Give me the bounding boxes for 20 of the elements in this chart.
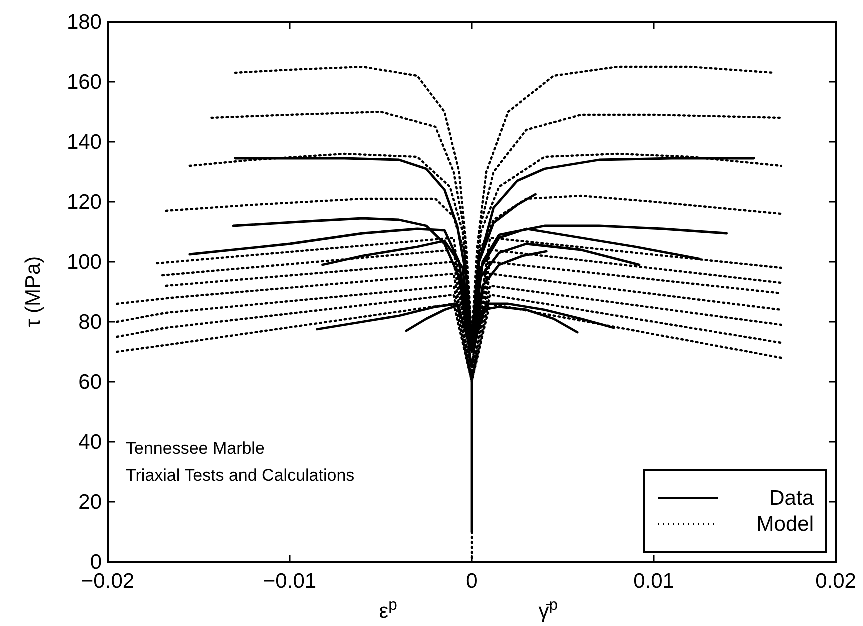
y-tick-label: 80 xyxy=(78,311,102,334)
y-tick-label: 160 xyxy=(66,71,102,94)
x-tick-label: 0.01 xyxy=(634,570,674,593)
x-axis-title: ε$^{p}$ xyxy=(379,596,398,623)
text: γ̄$^{p}$ xyxy=(538,596,558,623)
x-tick-label: 0.02 xyxy=(816,570,856,593)
y-tick-label: 60 xyxy=(78,371,102,394)
y-tick-label: 180 xyxy=(66,11,102,34)
legend-label: Model xyxy=(756,513,814,536)
text: Data xyxy=(770,487,814,510)
y-tick-label: 20 xyxy=(78,491,102,514)
x-tick-label: −0.01 xyxy=(263,570,317,593)
annotation: Triaxial Tests and Calculations xyxy=(126,466,355,485)
y-axis-title: τ (MPa) xyxy=(22,256,45,328)
y-tick-label: 40 xyxy=(78,431,102,454)
y-tick-label: 120 xyxy=(66,191,102,214)
annotation: Tennessee Marble xyxy=(126,439,265,458)
x-tick-label: 0 xyxy=(466,570,478,593)
y-tick-label: 100 xyxy=(66,251,102,274)
y-tick-label: 140 xyxy=(66,131,102,154)
